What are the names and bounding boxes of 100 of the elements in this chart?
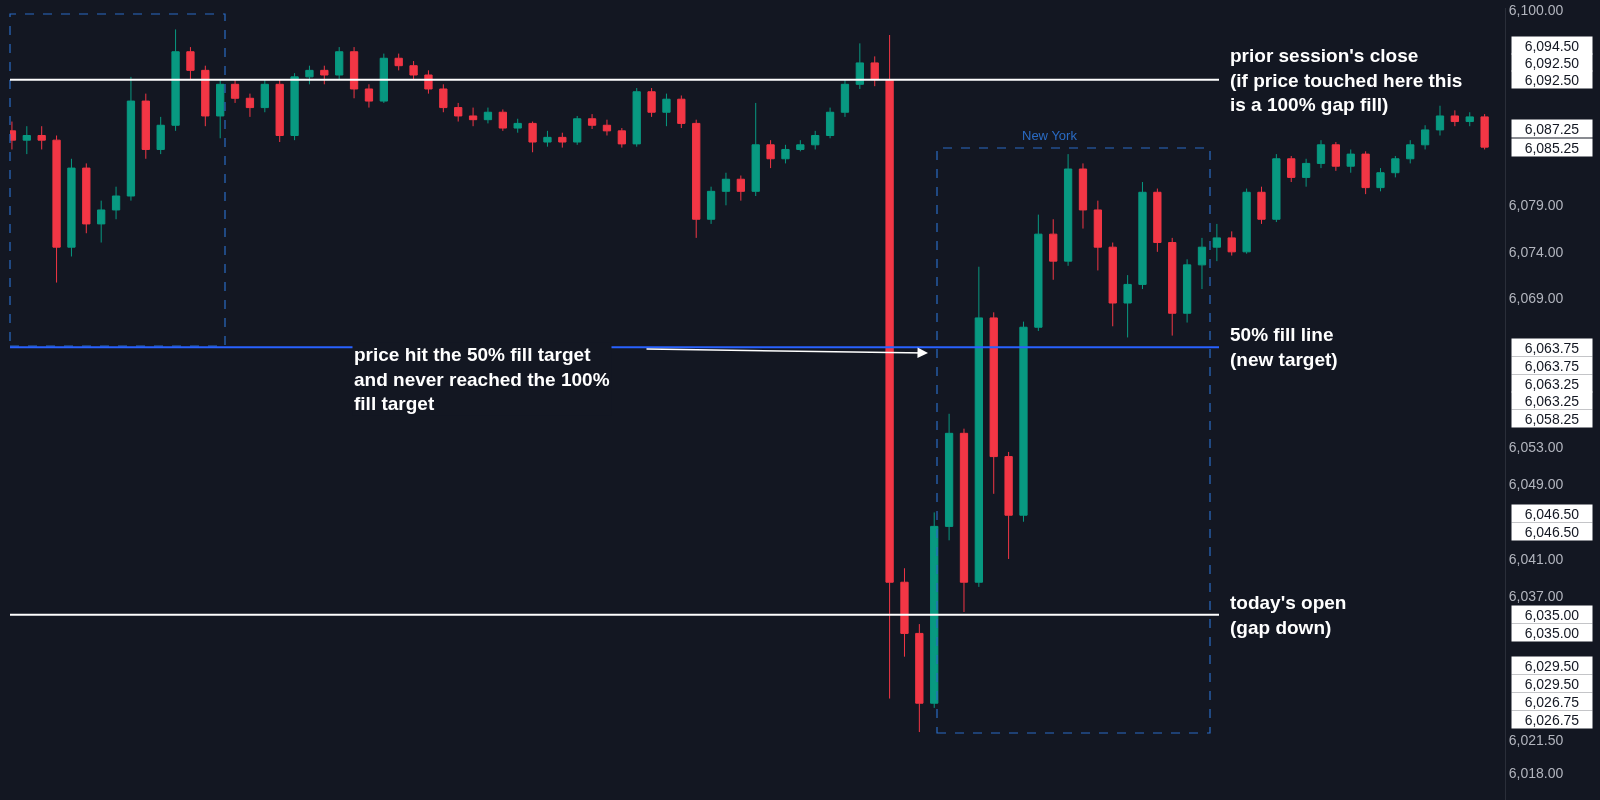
candlestick bbox=[766, 139, 775, 169]
candlestick bbox=[1182, 258, 1192, 324]
candlestick bbox=[528, 121, 537, 153]
candlestick bbox=[974, 266, 983, 588]
candlestick bbox=[1034, 214, 1043, 332]
candlestick bbox=[885, 34, 894, 700]
y-tick-label: 6,018.00 bbox=[1508, 764, 1564, 781]
candlestick bbox=[558, 132, 567, 149]
candlestick bbox=[944, 413, 954, 541]
text: 6,046.50 bbox=[1524, 505, 1580, 522]
candlestick bbox=[959, 428, 969, 613]
candlestick bbox=[141, 93, 150, 160]
candlestick bbox=[513, 118, 522, 134]
y-tick-label: 6,074.00 bbox=[1508, 243, 1564, 260]
candlestick bbox=[677, 94, 686, 129]
candlestick bbox=[216, 79, 225, 139]
candlestick bbox=[201, 65, 210, 127]
annotation: New York bbox=[1022, 128, 1078, 143]
candlestick bbox=[617, 127, 626, 149]
candlestick bbox=[97, 200, 106, 244]
text: 6,035.00 bbox=[1524, 624, 1580, 641]
candlestick bbox=[379, 53, 388, 104]
y-tick-label: 6,041.00 bbox=[1508, 550, 1564, 567]
candlestick bbox=[1257, 186, 1266, 225]
candlestick bbox=[602, 119, 612, 136]
candlestick bbox=[796, 139, 805, 152]
text: 6,029.50 bbox=[1524, 675, 1580, 692]
text: 6,026.75 bbox=[1524, 693, 1580, 710]
candlestick bbox=[1019, 321, 1028, 523]
candlestick bbox=[543, 130, 552, 148]
candlestick bbox=[1227, 230, 1236, 257]
candlestick bbox=[1108, 242, 1117, 327]
candlestick bbox=[290, 72, 299, 141]
candlestick bbox=[186, 46, 195, 81]
candlestick bbox=[751, 102, 760, 197]
candlestick bbox=[126, 76, 136, 202]
text: 6,035.00 bbox=[1524, 606, 1580, 623]
candlestick bbox=[915, 623, 924, 733]
candlestick bbox=[855, 42, 864, 90]
text: 6,063.75 bbox=[1524, 357, 1580, 374]
candlestick bbox=[1063, 153, 1073, 267]
text: 6,087.25 bbox=[1524, 120, 1580, 137]
candlestick bbox=[1242, 188, 1251, 255]
candlestick bbox=[37, 125, 46, 150]
candlestick bbox=[1123, 274, 1132, 338]
candlestick bbox=[1480, 113, 1489, 150]
candlestick bbox=[1093, 200, 1102, 271]
candlestick bbox=[870, 55, 879, 87]
candlestick bbox=[1287, 155, 1296, 183]
text: 6,029.50 bbox=[1524, 657, 1580, 674]
candlestick bbox=[171, 28, 180, 132]
candlestick bbox=[587, 113, 597, 130]
text: 6,094.50 bbox=[1524, 37, 1580, 54]
candlestick bbox=[52, 135, 61, 284]
candlestick bbox=[22, 125, 31, 155]
y-tick-label: 6,049.00 bbox=[1508, 476, 1564, 493]
candlestick bbox=[781, 144, 790, 164]
text: 6,026.75 bbox=[1524, 711, 1580, 728]
text: 6,063.75 bbox=[1524, 339, 1580, 356]
text: 6,092.50 bbox=[1524, 71, 1580, 88]
candlestick bbox=[692, 119, 701, 239]
candlestick bbox=[1331, 141, 1341, 172]
candlestick bbox=[1420, 124, 1430, 150]
candlestick bbox=[1465, 111, 1474, 127]
candlestick bbox=[721, 172, 731, 206]
candlestick bbox=[230, 79, 240, 104]
candlestick bbox=[10, 121, 17, 150]
text: 6,092.50 bbox=[1524, 54, 1580, 71]
candlestick bbox=[900, 567, 909, 658]
candlestick bbox=[1406, 139, 1415, 164]
candlestick bbox=[275, 79, 284, 143]
annotation: price hit the 50% fill target and never reached the 100% fill target bbox=[354, 344, 610, 415]
candlestick bbox=[409, 60, 418, 81]
candlestick bbox=[498, 108, 507, 132]
candlestick bbox=[439, 83, 448, 113]
candlestick bbox=[647, 87, 656, 118]
y-tick-label: 6,069.00 bbox=[1508, 290, 1564, 307]
candlestick bbox=[468, 107, 478, 127]
text: 6,046.50 bbox=[1524, 523, 1580, 540]
candlestick bbox=[1078, 162, 1088, 230]
candlestick bbox=[349, 46, 359, 99]
y-tick-label: 6,079.00 bbox=[1508, 197, 1564, 214]
candlestick bbox=[1450, 109, 1460, 127]
ref-line-label: 50% fill line (new target) bbox=[1230, 324, 1338, 370]
candlestick bbox=[320, 65, 329, 85]
candlestick bbox=[840, 79, 850, 118]
candlestick bbox=[706, 186, 716, 225]
candlestick bbox=[1361, 150, 1370, 195]
text: 6,058.25 bbox=[1524, 410, 1580, 427]
candlestick bbox=[736, 175, 745, 202]
candlestick bbox=[1391, 155, 1400, 178]
candlestick bbox=[483, 107, 493, 124]
candlestick bbox=[335, 46, 344, 81]
text: 6,085.25 bbox=[1524, 139, 1580, 156]
candlestick bbox=[67, 158, 76, 257]
y-tick-label: 6,021.50 bbox=[1508, 732, 1564, 749]
ref-line-label: today's open (gap down) bbox=[1230, 592, 1347, 638]
candlestick bbox=[1346, 148, 1355, 174]
candlestick bbox=[454, 102, 463, 123]
candlestick bbox=[573, 115, 582, 146]
